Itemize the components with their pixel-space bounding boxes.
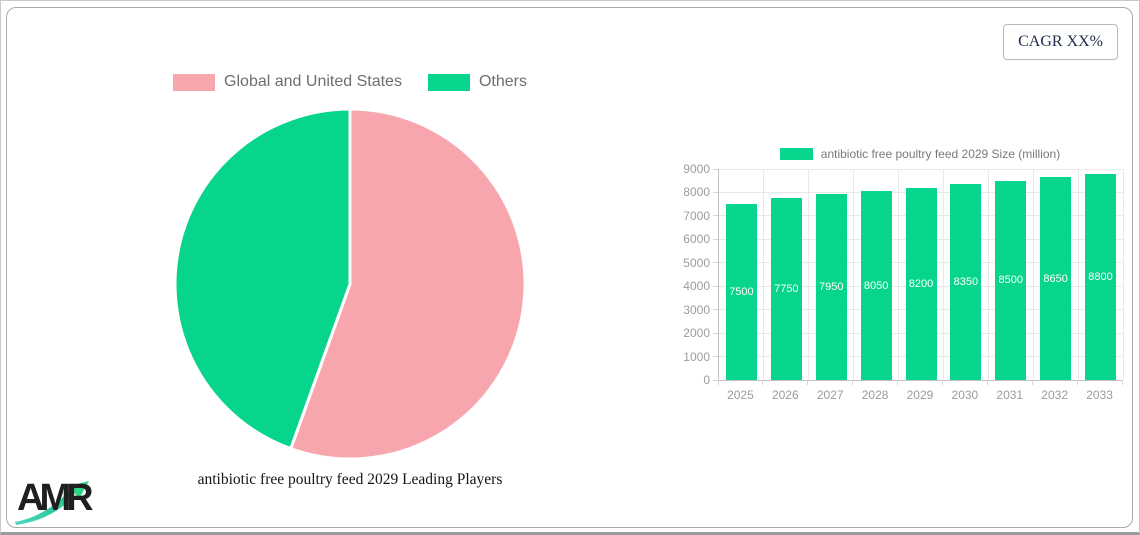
pie-legend-item-global[interactable]: Global and United States [173,73,402,91]
x-tick [986,380,988,385]
pie-slice-global-and-united-states[interactable] [288,107,527,461]
gridline-v [1122,169,1124,380]
y-axis-label: 1000 [683,349,710,364]
pie-legend-swatch-pink [173,73,216,91]
y-tick [713,262,718,264]
pie-legend-label: Global and United States [224,73,402,90]
bar-2032[interactable] [1040,177,1072,380]
bar-legend-swatch [779,148,813,160]
pie-chart-section: Global and United States Others antibiot… [0,70,700,489]
y-tick [713,332,718,334]
x-axis-label: 2029 [906,388,934,402]
cagr-button[interactable]: CAGR XX% [1003,24,1118,60]
x-tick [852,380,854,385]
bar-value-label: 8650 [1043,272,1068,285]
bar-value-label: 7950 [818,280,844,293]
gridline-v [763,169,765,380]
y-tick [713,356,718,358]
pie-chart-title: antibiotic free poultry feed 2029 Leadin… [197,471,503,488]
pie-legend-swatch-green [427,73,470,91]
y-tick [713,191,718,193]
y-axis-label: 7000 [683,208,710,223]
pie-chart [173,107,527,461]
gridline-v [987,169,989,380]
y-tick [713,379,718,381]
gridline-v [808,169,810,380]
y-axis-label: 5000 [683,255,710,270]
logo-arrow-icon [15,481,89,525]
x-axis-label: 2026 [771,388,799,402]
x-tick [1076,380,1078,385]
bar-legend-item[interactable]: antibiotic free poultry feed 2029 Size (… [718,147,1122,161]
x-axis-label: 2033 [1086,388,1113,402]
bar-chart-section: antibiotic free poultry feed 2029 Size (… [668,145,1140,420]
bar-value-label: 8050 [863,279,889,292]
x-axis-label: 2032 [1041,388,1068,402]
y-axis-label: 9000 [683,162,710,176]
bar-2027[interactable] [815,193,847,380]
y-axis-label: 0 [703,373,710,387]
pie-legend-label: Others [478,73,527,90]
logo-text: AMR [17,477,94,519]
y-tick [713,309,718,311]
x-tick [717,380,719,385]
x-axis-label: 2031 [996,388,1024,402]
bar-value-label: 8800 [1088,270,1113,283]
y-tick [713,238,718,240]
bar-2030[interactable] [950,184,982,380]
x-axis-label: 2025 [727,388,754,402]
y-tick [713,168,718,170]
x-axis-label: 2028 [861,388,889,402]
amr-logo: AMR [15,477,99,529]
x-axis-label: 2027 [816,388,844,402]
x-tick [941,380,943,385]
pie-legend: Global and United States Others [0,70,700,94]
x-tick [897,380,899,385]
gridline-v [1077,169,1079,380]
bar-plot-area: 7500 7750 7950 8050 8200 8350 8500 8650 8800 [718,168,1124,381]
gridline-v [942,169,944,380]
pie-legend-item-others[interactable]: Others [427,73,527,91]
y-tick [713,285,718,287]
bar-value-label: 8350 [953,276,979,289]
bar-2028[interactable] [860,191,892,380]
y-axis-label: 4000 [683,279,710,294]
bar-2033[interactable] [1085,173,1117,380]
bar-2029[interactable] [905,187,937,380]
gridline-v [853,169,855,380]
y-axis-label: 3000 [683,302,710,317]
gridline-h [719,168,1123,170]
gridline-v [898,169,900,380]
x-tick [1121,380,1123,385]
bar-2026[interactable] [770,198,802,380]
x-tick [807,380,809,385]
bar-2031[interactable] [995,180,1027,380]
bar-value-label: 8500 [998,274,1023,287]
y-axis-label: 6000 [683,232,710,247]
pie-slice-others[interactable] [173,107,352,451]
bar-2025[interactable] [725,204,757,380]
bar-legend-label: antibiotic free poultry feed 2029 Size (… [820,147,1061,161]
x-axis-label: 2030 [951,388,979,402]
y-axis-label: 2000 [683,326,710,341]
x-tick [762,380,764,385]
x-tick [1031,380,1033,385]
y-tick [713,215,718,217]
bar-value-label: 7750 [774,283,799,296]
gridline-v [1032,169,1034,380]
bar-value-label: 7500 [729,286,754,299]
y-axis-label: 8000 [683,185,710,200]
bar-value-label: 8200 [908,277,934,290]
